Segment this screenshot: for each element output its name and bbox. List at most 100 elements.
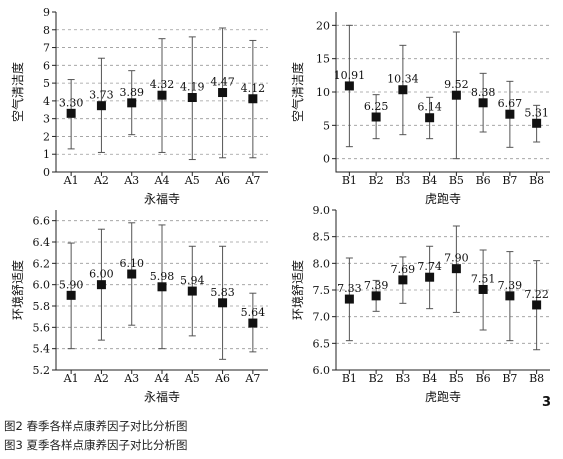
x-tick-label: B3 bbox=[395, 372, 410, 385]
x-tick-label: A1 bbox=[63, 372, 79, 385]
x-tick-label: A1 bbox=[63, 174, 79, 187]
data-point bbox=[478, 284, 488, 294]
x-tick-label: B4 bbox=[422, 174, 437, 187]
data-label: 7.90 bbox=[444, 252, 469, 265]
y-tick-label: 8 bbox=[43, 24, 50, 37]
y-tick-label: 8.5 bbox=[313, 231, 331, 244]
x-tick-label: A4 bbox=[154, 372, 170, 385]
data-point bbox=[187, 93, 197, 103]
data-label: 7.39 bbox=[364, 279, 389, 292]
y-tick-label: 5 bbox=[323, 119, 330, 132]
data-point bbox=[425, 272, 435, 282]
data-label: 7.51 bbox=[471, 272, 496, 285]
x-tick-label: A5 bbox=[184, 372, 200, 385]
data-point bbox=[218, 88, 228, 98]
data-label: 7.39 bbox=[498, 279, 523, 292]
data-label: 5.98 bbox=[150, 270, 175, 283]
x-tick-label: B2 bbox=[369, 174, 384, 187]
y-tick-label: 6.4 bbox=[33, 236, 51, 249]
data-point bbox=[478, 98, 488, 108]
y-tick-label: 9.0 bbox=[313, 204, 331, 217]
data-label: 7.74 bbox=[417, 260, 442, 273]
data-point bbox=[157, 282, 167, 292]
data-point bbox=[218, 298, 228, 308]
data-label: 7.33 bbox=[337, 282, 362, 295]
data-label: 8.38 bbox=[471, 86, 496, 99]
chart-panel-bottom-right: 6.0 6.5 7.0 7.5 8.0 8.5 9.0 B1 7.33 B2 7.39 B3 7.69 B… bbox=[290, 204, 550, 404]
y-tick-label: 6.2 bbox=[33, 257, 51, 270]
data-point bbox=[371, 291, 381, 301]
x-tick-label: B5 bbox=[449, 174, 464, 187]
y-tick-label: 5.6 bbox=[33, 321, 51, 334]
axis-lines bbox=[335, 210, 550, 371]
data-point bbox=[371, 112, 381, 122]
data-label: 5.83 bbox=[210, 286, 235, 299]
data-label: 4.47 bbox=[210, 76, 235, 89]
x-tick-label: B2 bbox=[369, 372, 384, 385]
axis-lines bbox=[55, 12, 268, 173]
x-axis-title: 永福寺 bbox=[144, 389, 180, 404]
x-tick-label: B1 bbox=[342, 372, 357, 385]
data-label: 10.34 bbox=[387, 73, 419, 86]
data-label: 6.00 bbox=[89, 268, 114, 281]
data-label: 9.52 bbox=[444, 78, 469, 91]
x-tick-label: A2 bbox=[93, 174, 109, 187]
y-tick-label: 6.6 bbox=[33, 215, 51, 228]
data-label: 6.10 bbox=[119, 257, 144, 270]
data-point bbox=[248, 318, 258, 328]
x-tick-label: A3 bbox=[123, 174, 139, 187]
y-tick-label: 9 bbox=[43, 6, 50, 19]
data-label: 5.31 bbox=[524, 106, 549, 119]
data-point bbox=[344, 81, 354, 91]
chart-panel-top-right: 0 5 10 15 20 B1 10.91 B2 6.25 B3 10.34 B4 6.14 B5 9.52… bbox=[290, 12, 550, 206]
data-point bbox=[187, 286, 197, 296]
x-tick-label: B7 bbox=[502, 372, 517, 385]
y-tick-label: 5.4 bbox=[33, 343, 51, 356]
data-label: 6.25 bbox=[364, 100, 389, 113]
x-tick-label: B6 bbox=[476, 372, 491, 385]
axis-lines bbox=[55, 210, 268, 371]
data-label: 5.90 bbox=[59, 278, 84, 291]
data-label: 4.32 bbox=[150, 78, 175, 91]
x-tick-label: B3 bbox=[395, 174, 410, 187]
y-axis-title: 空气清洁度 bbox=[10, 62, 25, 122]
x-axis-title: 虎跑寺 bbox=[425, 192, 461, 206]
caption-summer: 图3 夏季各样点康养因子对比分析图 bbox=[4, 438, 188, 452]
y-tick-label: 10 bbox=[316, 86, 330, 99]
y-tick-label: 2 bbox=[43, 130, 50, 143]
y-tick-label: 1 bbox=[43, 148, 50, 161]
x-tick-label: A3 bbox=[123, 372, 139, 385]
y-tick-label: 3 bbox=[43, 113, 50, 126]
data-label: 5.94 bbox=[180, 274, 205, 287]
y-tick-label: 8.0 bbox=[313, 257, 331, 270]
chart-panel-bottom-left: 5.2 5.4 5.6 5.8 6.0 6.2 6.4 6.6 A1 5.90 A2 6.00 A3 6.… bbox=[10, 210, 268, 404]
x-tick-label: B5 bbox=[449, 372, 464, 385]
y-tick-label: 7.0 bbox=[313, 311, 331, 324]
data-label: 10.91 bbox=[334, 69, 366, 82]
data-label: 4.19 bbox=[180, 81, 205, 94]
data-label: 4.12 bbox=[241, 82, 266, 95]
y-axis-title: 空气清洁度 bbox=[290, 62, 305, 122]
axis-lines bbox=[335, 12, 550, 173]
x-axis-title: 虎跑寺 bbox=[425, 390, 461, 404]
x-axis-title: 永福寺 bbox=[144, 191, 180, 206]
x-tick-label: A4 bbox=[154, 174, 170, 187]
x-tick-label: B7 bbox=[502, 174, 517, 187]
y-tick-label: 6.0 bbox=[33, 279, 51, 292]
y-tick-label: 0 bbox=[43, 166, 50, 179]
x-tick-label: B1 bbox=[342, 174, 357, 187]
y-tick-label: 6.0 bbox=[313, 364, 331, 377]
y-tick-label: 4 bbox=[43, 95, 50, 108]
data-label: 6.67 bbox=[498, 97, 523, 110]
data-point bbox=[344, 294, 354, 304]
x-tick-label: A6 bbox=[214, 372, 230, 385]
data-point bbox=[248, 94, 258, 104]
data-point bbox=[532, 300, 542, 310]
y-tick-label: 7 bbox=[43, 42, 50, 55]
data-point bbox=[451, 264, 461, 274]
data-label: 3.30 bbox=[59, 96, 84, 109]
x-tick-label: A7 bbox=[244, 174, 260, 187]
data-label: 6.14 bbox=[417, 101, 442, 114]
data-point bbox=[532, 118, 542, 128]
